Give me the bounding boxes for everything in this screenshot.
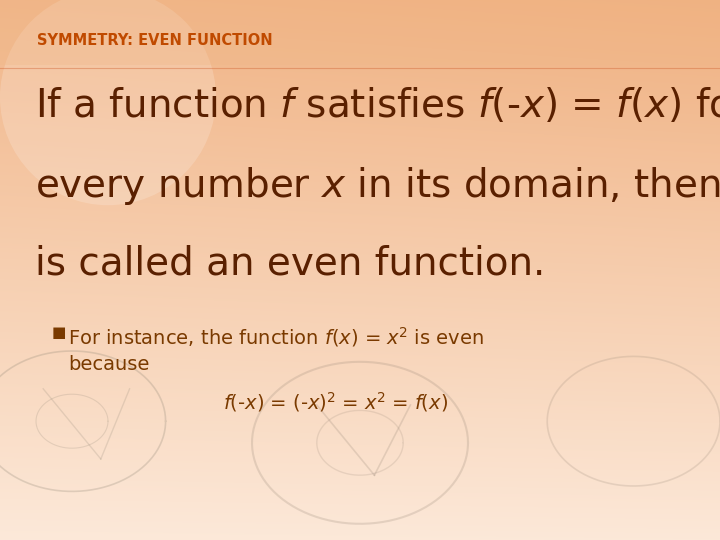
Text: SYMMETRY: EVEN FUNCTION: SYMMETRY: EVEN FUNCTION — [37, 33, 273, 48]
Bar — [0, 0, 720, 65]
Ellipse shape — [0, 0, 216, 205]
Text: $\it{f}$(-$\it{x}$) = (-$\it{x}$)$^{2}$ = $\it{x}$$^{2}$ = $\it{f}$($\it{x}$): $\it{f}$(-$\it{x}$) = (-$\it{x}$)$^{2}$ … — [223, 390, 449, 414]
Text: For instance, the function $\it{f}$($\it{x}$) = $\it{x}$$^{2}$ is even: For instance, the function $\it{f}$($\it… — [68, 325, 485, 349]
Text: because: because — [68, 355, 150, 374]
Text: every number $\it{x}$ in its domain, then $\it{f}$: every number $\it{x}$ in its domain, the… — [35, 165, 720, 207]
Text: is called an even function.: is called an even function. — [35, 244, 545, 282]
Text: If a function $\it{f}$ satisfies $\it{f}$(-$\it{x}$) = $\it{f}$($\it{x}$) for: If a function $\it{f}$ satisfies $\it{f}… — [35, 86, 720, 125]
Text: ■: ■ — [52, 325, 66, 340]
